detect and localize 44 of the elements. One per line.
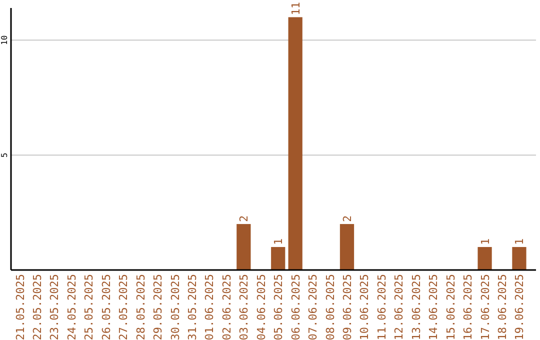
x-tick-label: 28.05.2025 xyxy=(134,274,148,340)
x-tick-label: 02.06.2025 xyxy=(220,274,234,340)
x-tick-label: 27.05.2025 xyxy=(117,274,130,340)
x-tick-label: 05.06.2025 xyxy=(272,274,286,340)
x-tick-label: 13.06.2025 xyxy=(410,274,423,340)
x-tick-label: 23.05.2025 xyxy=(48,274,62,340)
x-tick-label: 19.06.2025 xyxy=(513,274,526,340)
x-tick-label: 06.06.2025 xyxy=(289,274,302,340)
x-tick-label: 25.05.2025 xyxy=(82,274,96,340)
x-tick-label: 29.05.2025 xyxy=(152,274,165,340)
data-label: 2 xyxy=(238,215,251,222)
x-tick-label: 04.06.2025 xyxy=(254,274,268,340)
x-tick-label: 12.06.2025 xyxy=(392,274,406,340)
x-tick-label: 08.06.2025 xyxy=(324,274,337,340)
x-tick-label: 17.06.2025 xyxy=(478,274,492,340)
bar xyxy=(271,247,286,270)
bar xyxy=(236,224,251,270)
x-tick-label: 31.05.2025 xyxy=(186,274,199,340)
bar xyxy=(478,247,492,270)
x-tick-label: 30.05.2025 xyxy=(168,274,182,340)
x-tick-label: 15.06.2025 xyxy=(444,274,458,340)
data-label: 1 xyxy=(513,238,526,246)
bar xyxy=(512,247,526,270)
x-tick-label: 11.06.2025 xyxy=(375,274,388,340)
y-tick-label: 10 xyxy=(0,35,9,45)
data-label: 11 xyxy=(289,2,302,16)
data-label: 2 xyxy=(341,215,354,222)
bar xyxy=(288,17,302,270)
x-tick-label: 16.06.2025 xyxy=(462,274,475,340)
x-tick-label: 03.06.2025 xyxy=(238,274,251,340)
x-tick-label: 14.06.2025 xyxy=(427,274,440,340)
x-tick-label: 07.06.2025 xyxy=(306,274,320,340)
y-tick-label: 5 xyxy=(0,152,9,158)
data-label: 1 xyxy=(272,238,286,246)
x-tick-label: 10.06.2025 xyxy=(358,274,372,340)
x-tick-label: 01.06.2025 xyxy=(203,274,216,340)
data-label: 1 xyxy=(478,238,492,246)
x-tick-label: 09.06.2025 xyxy=(341,274,354,340)
x-tick-label: 24.05.2025 xyxy=(65,274,78,340)
bar xyxy=(340,224,354,270)
x-tick-label: 18.06.2025 xyxy=(496,274,509,340)
x-tick-label: 26.05.2025 xyxy=(100,274,113,340)
x-tick-label: 21.05.2025 xyxy=(14,274,27,340)
x-tick-label: 22.05.2025 xyxy=(31,274,44,340)
